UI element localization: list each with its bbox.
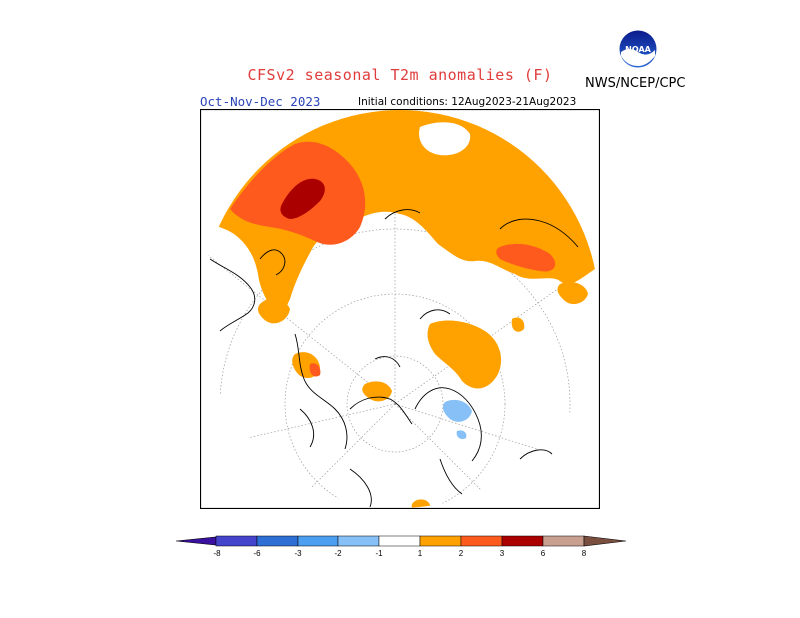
anomaly-area-siberia-east-red <box>496 243 556 272</box>
anomaly-area-hudson-blue <box>442 399 472 422</box>
legend-swatch-neg1 <box>337 535 380 547</box>
season-label: Oct-Nov-Dec 2023 <box>200 94 321 109</box>
legend-label-pos2: 2 <box>459 549 464 558</box>
legend-label-pos8: 8 <box>582 549 587 558</box>
neutral-area-arctic <box>419 122 471 156</box>
legend-label-pos1: 1 <box>418 549 423 558</box>
coastlines <box>209 209 579 508</box>
legend-swatch-neg3 <box>256 535 299 547</box>
legend-label-neg1: -1 <box>375 549 383 558</box>
anomaly-area-hudson-blue-small <box>456 430 467 440</box>
legend-swatch-pos1 <box>419 535 462 547</box>
legend-arrow-right <box>583 535 626 547</box>
noaa-logo-icon: NOAA <box>619 30 657 68</box>
color-legend: -8 -6 -3 -2 -1 1 2 3 6 8 <box>176 535 626 558</box>
legend-swatch-neg2 <box>297 535 339 547</box>
legend-arrow-left <box>176 536 217 546</box>
logo-text: NOAA <box>625 45 651 54</box>
legend-swatch-neg6 <box>215 535 258 547</box>
legend-label-pos3: 3 <box>500 549 505 558</box>
legend-swatch-pos6 <box>542 535 585 547</box>
initial-conditions-label: Initial conditions: 12Aug2023-21Aug2023 <box>358 96 577 108</box>
anomaly-area-north-america <box>427 320 502 389</box>
anomaly-area-small-orange <box>511 317 525 332</box>
legend-swatch-pos2 <box>460 535 503 547</box>
agency-label: NWS/NCEP/CPC <box>585 76 686 91</box>
legend-label-pos6: 6 <box>541 549 546 558</box>
legend-swatch-pos3 <box>501 535 544 547</box>
anomaly-area-greenland-red <box>309 363 321 377</box>
polar-map <box>200 109 600 509</box>
legend-label-neg8: -8 <box>213 549 221 558</box>
anomaly-area-far-east-orange <box>557 282 588 305</box>
chart-title: CFSv2 seasonal T2m anomalies (F) <box>247 66 553 84</box>
legend-label-neg2: -2 <box>334 549 342 558</box>
legend-label-neg3: -3 <box>294 549 302 558</box>
anomaly-area-russia-darkred <box>280 178 325 219</box>
anomaly-area-europe-orange <box>258 297 290 324</box>
legend-label-neg6: -6 <box>253 549 261 558</box>
legend-swatch-neutral <box>378 535 421 547</box>
anomaly-area-canada-orange <box>362 381 392 402</box>
